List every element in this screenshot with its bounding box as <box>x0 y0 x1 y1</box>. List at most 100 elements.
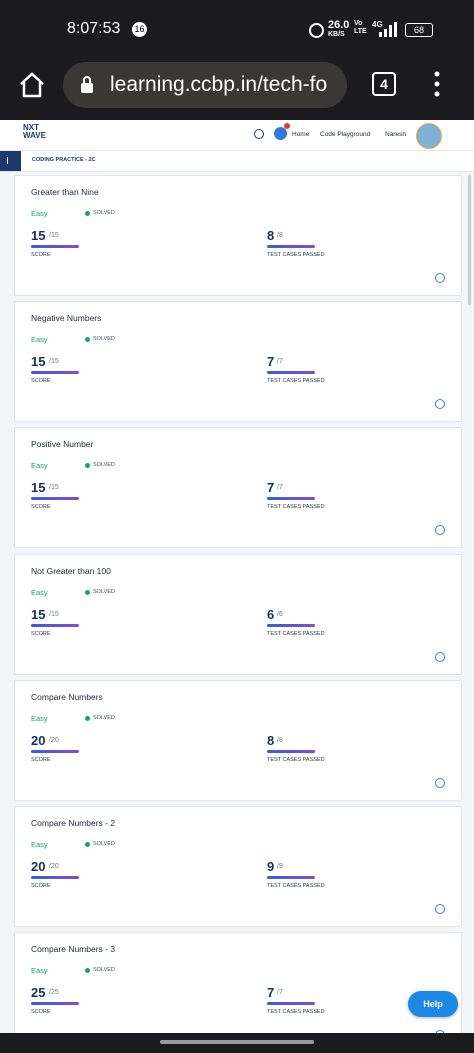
sidebar-toggle[interactable] <box>0 151 21 171</box>
status: SOLVED <box>93 210 115 216</box>
score-label: SCORE <box>31 378 51 385</box>
chat-icon[interactable] <box>274 127 287 140</box>
speed-unit: KB/S <box>328 31 345 38</box>
alarm-icon <box>309 23 324 38</box>
test-cases-max: /7 <box>277 358 283 366</box>
test-cases: 9 <box>267 859 275 874</box>
difficulty: Easy <box>31 713 48 723</box>
status: SOLVED <box>93 336 115 343</box>
signal-icon <box>379 22 397 37</box>
test-cases-bar <box>267 623 315 627</box>
score-label: SCORE <box>31 1009 51 1016</box>
status-dot <box>85 337 90 343</box>
test-cases: 7 <box>267 985 275 1001</box>
status-dot <box>85 463 90 469</box>
score-max: /15 <box>49 232 59 239</box>
timer-icon[interactable] <box>254 129 264 139</box>
test-cases-max: /7 <box>277 484 283 492</box>
open-icon[interactable] <box>435 1030 445 1033</box>
problem-card[interactable]: Positive Number Easy SOLVED 15/15 SCORE 7/7 TE… <box>14 427 462 549</box>
tab-count[interactable]: 4 <box>372 72 396 96</box>
problem-card[interactable]: Compare Numbers - 2 Easy SOLVED 20/20 SCORE 9… <box>14 806 462 927</box>
problem-card[interactable]: Compare Numbers - 3 Easy SOLVED 25/25 SCORE 7… <box>14 932 462 1033</box>
url-bar[interactable]: learning.ccbp.in/tech-fo <box>63 62 347 108</box>
problem-card[interactable]: Compare Numbers Easy SOLVED 20/20 SCORE 8/8 TE… <box>14 679 462 801</box>
test-cases-label: TEST CASES PASSED <box>267 630 325 637</box>
help-button[interactable]: Help <box>408 991 458 1017</box>
card-title: Greater than Nine <box>31 187 99 197</box>
score-bar <box>31 623 79 627</box>
test-cases-max: /8 <box>277 232 283 239</box>
score-bar <box>31 876 79 879</box>
test-cases: 7 <box>267 354 275 370</box>
test-cases-label: TEST CASES PASSED <box>267 883 325 889</box>
status: SOLVED <box>93 841 115 847</box>
score-label: SCORE <box>31 504 51 511</box>
status-bar: 8:07:53 16 26.0 KB/S Vo LTE 4G 68 <box>0 0 474 58</box>
difficulty: Easy <box>31 209 48 218</box>
score: 25 <box>31 985 46 1001</box>
test-cases: 6 <box>267 606 275 622</box>
difficulty: Easy <box>31 587 48 597</box>
browser-toolbar: learning.ccbp.in/tech-fo 4 <box>0 58 474 120</box>
breadcrumb: CODING PRACTICE - 2C <box>32 157 96 163</box>
status-dot <box>85 842 90 847</box>
gesture-bar <box>160 1040 314 1044</box>
logo-line: WAVE <box>23 131 46 140</box>
score: 15 <box>31 354 46 370</box>
difficulty: Easy <box>31 840 48 849</box>
score-max: /15 <box>49 358 59 366</box>
test-cases-label: TEST CASES PASSED <box>267 1009 325 1016</box>
problem-card[interactable]: Negative Numbers Easy SOLVED 15/15 SCORE 7/7 T… <box>14 301 462 423</box>
score-bar <box>31 1002 79 1006</box>
status: SOLVED <box>93 714 115 721</box>
problem-card[interactable]: Not Greater than 100 Easy SOLVED 15/15 SCORE… <box>14 553 462 675</box>
score-max: /15 <box>49 610 59 618</box>
test-cases: 8 <box>267 228 275 243</box>
time: 8:07:53 <box>67 20 121 37</box>
score-bar <box>31 749 79 753</box>
test-cases-bar <box>267 497 315 501</box>
status: SOLVED <box>93 588 115 595</box>
test-cases: 7 <box>267 480 275 496</box>
score-bar <box>31 245 79 248</box>
web-page: NXT WAVE Home Code Playground Naresh CODI… <box>0 120 474 1033</box>
notification-badge: 16 <box>132 22 147 37</box>
speed: 26.0 <box>328 19 350 31</box>
test-cases-bar <box>267 749 315 753</box>
battery: 68 <box>405 23 433 37</box>
app-header: NXT WAVE Home Code Playground Naresh <box>0 120 474 151</box>
toggle-icon <box>7 157 14 164</box>
status: SOLVED <box>93 462 115 469</box>
network: 4G <box>372 20 383 29</box>
status-dot <box>85 968 90 974</box>
open-icon[interactable] <box>435 525 445 536</box>
nav-link[interactable]: Home <box>292 131 310 138</box>
test-cases-label: TEST CASES PASSED <box>267 504 325 511</box>
score-label: SCORE <box>31 883 51 889</box>
open-icon[interactable] <box>435 273 445 283</box>
menu-button[interactable] <box>432 70 442 98</box>
nav-link[interactable]: Naresh <box>385 131 406 138</box>
problem-card[interactable]: Greater than Nine Easy SOLVED 15/15 SCORE 8/8… <box>14 175 462 296</box>
open-icon[interactable] <box>435 651 445 662</box>
url: learning.ccbp.in/tech-fo <box>110 73 328 96</box>
test-cases-max: /6 <box>277 610 283 618</box>
difficulty: Easy <box>31 335 48 345</box>
test-cases-label: TEST CASES PASSED <box>267 378 325 385</box>
nav-link[interactable]: Code Playground <box>320 131 371 138</box>
score: 15 <box>31 606 46 622</box>
logo[interactable]: NXT WAVE <box>23 124 46 140</box>
score-bar <box>31 497 79 501</box>
test-cases-bar <box>267 1002 315 1006</box>
card-title: Compare Numbers - 3 <box>31 944 116 955</box>
test-cases-max: /7 <box>277 989 283 997</box>
status-dot <box>85 211 90 216</box>
score-bar <box>31 371 79 375</box>
avatar[interactable] <box>416 123 442 149</box>
open-icon[interactable] <box>435 777 445 788</box>
open-icon[interactable] <box>435 399 445 410</box>
home-button[interactable] <box>18 71 46 99</box>
open-icon[interactable] <box>435 904 445 914</box>
